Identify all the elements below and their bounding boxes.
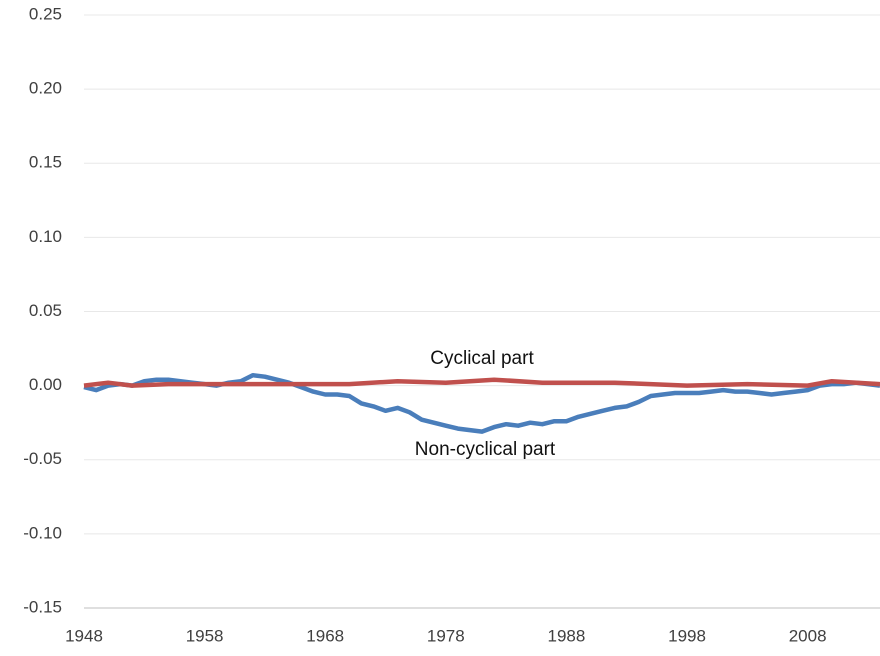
line (83, 377, 880, 388)
x-tick-label: 1998 (668, 626, 706, 645)
y-tick-label: 0.05 (29, 301, 62, 320)
y-tick-label: 0.00 (29, 375, 62, 394)
y-tick-label: -0.15 (23, 597, 62, 616)
y-tick-label: -0.10 (23, 523, 62, 542)
y-tick-label: 0.20 (29, 79, 62, 98)
x-tick-label: 1958 (186, 626, 224, 645)
y-tick-label: 0.15 (29, 153, 62, 172)
annotation: Non-cyclical part (415, 439, 556, 460)
x-tick-label: 2008 (789, 626, 827, 645)
x-tick-label: 1978 (427, 626, 465, 645)
y-tick-label: 0.10 (29, 227, 62, 246)
y-tick-label: 0.25 (29, 4, 62, 23)
x-tick-label: 1948 (65, 626, 103, 645)
annotation: Cyclical part (430, 348, 534, 369)
y-tick-label: -0.05 (23, 449, 62, 468)
x-tick-label: 1988 (548, 626, 586, 645)
x-tick-label: 1968 (306, 626, 344, 645)
